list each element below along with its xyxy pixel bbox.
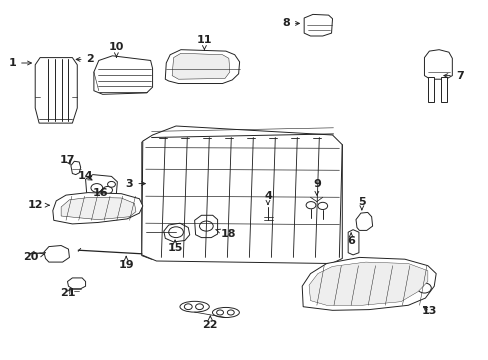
Polygon shape <box>44 246 69 262</box>
Text: 9: 9 <box>312 179 320 195</box>
Circle shape <box>227 310 234 315</box>
Text: 7: 7 <box>443 71 463 81</box>
Circle shape <box>216 310 223 315</box>
Polygon shape <box>347 230 358 255</box>
Circle shape <box>305 202 315 209</box>
Text: 21: 21 <box>60 288 75 298</box>
Circle shape <box>184 304 192 310</box>
Ellipse shape <box>212 307 239 318</box>
Text: 6: 6 <box>346 233 354 246</box>
Text: 8: 8 <box>282 18 299 28</box>
Polygon shape <box>194 215 217 238</box>
Circle shape <box>403 276 417 287</box>
Polygon shape <box>172 53 229 79</box>
Polygon shape <box>90 194 121 209</box>
Text: 10: 10 <box>108 42 124 57</box>
Text: 19: 19 <box>118 256 134 270</box>
Polygon shape <box>94 56 152 94</box>
Polygon shape <box>67 278 85 289</box>
Text: 18: 18 <box>215 229 236 239</box>
Text: 2: 2 <box>76 54 94 64</box>
Text: 20: 20 <box>22 252 44 262</box>
Ellipse shape <box>180 301 209 312</box>
Polygon shape <box>61 197 136 220</box>
Polygon shape <box>304 14 332 36</box>
Circle shape <box>107 181 115 187</box>
Polygon shape <box>308 262 427 305</box>
Circle shape <box>322 278 340 291</box>
Text: 22: 22 <box>202 316 218 330</box>
Bar <box>427 77 433 102</box>
Circle shape <box>168 227 183 238</box>
Text: 14: 14 <box>78 171 93 181</box>
Text: 5: 5 <box>357 197 365 210</box>
Circle shape <box>107 199 116 206</box>
Text: 3: 3 <box>125 179 145 189</box>
Circle shape <box>96 198 104 205</box>
Circle shape <box>417 283 430 293</box>
Text: 4: 4 <box>264 191 271 204</box>
Circle shape <box>317 202 327 210</box>
Text: 13: 13 <box>421 306 436 316</box>
Polygon shape <box>142 137 161 259</box>
Polygon shape <box>355 212 372 230</box>
Polygon shape <box>35 58 77 123</box>
Bar <box>440 77 446 102</box>
Polygon shape <box>424 50 451 79</box>
Circle shape <box>195 304 203 310</box>
Circle shape <box>344 273 359 283</box>
Polygon shape <box>71 161 81 175</box>
Circle shape <box>91 184 102 192</box>
Polygon shape <box>142 126 342 264</box>
Text: 16: 16 <box>92 188 108 198</box>
Polygon shape <box>163 223 189 242</box>
Circle shape <box>199 221 213 231</box>
Text: 17: 17 <box>60 155 75 165</box>
Polygon shape <box>302 257 435 310</box>
Text: 12: 12 <box>27 200 49 210</box>
Text: 11: 11 <box>196 35 212 50</box>
Text: 15: 15 <box>167 240 183 253</box>
Polygon shape <box>53 193 142 224</box>
Circle shape <box>102 186 112 194</box>
Polygon shape <box>165 50 239 84</box>
Text: 1: 1 <box>8 58 31 68</box>
Polygon shape <box>85 175 117 200</box>
